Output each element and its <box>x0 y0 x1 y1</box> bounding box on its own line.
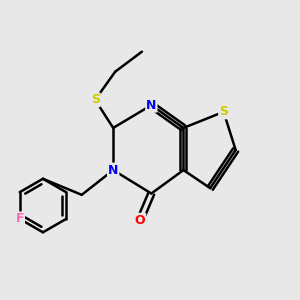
Text: F: F <box>16 212 24 225</box>
Text: O: O <box>135 214 145 227</box>
Text: S: S <box>91 93 100 106</box>
Text: S: S <box>219 105 228 119</box>
Text: N: N <box>146 99 157 112</box>
Text: N: N <box>108 164 119 177</box>
